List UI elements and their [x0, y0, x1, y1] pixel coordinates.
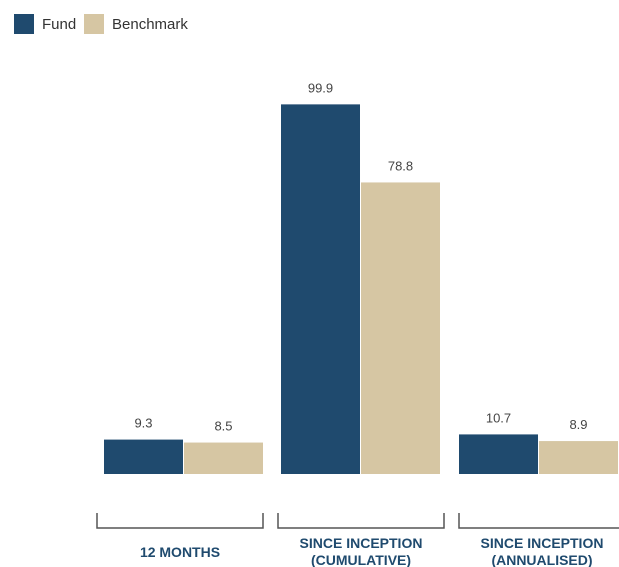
category-brackets	[96, 513, 619, 529]
category-label-0: 12 MONTHS	[140, 544, 220, 560]
bar-fund-0	[104, 439, 183, 474]
category-label-line: (CUMULATIVE)	[311, 552, 411, 567]
bars	[104, 104, 618, 475]
bar-benchmark-1	[361, 182, 440, 474]
legend-label-benchmark: Benchmark	[112, 16, 188, 33]
value-label-fund-0: 9.3	[134, 416, 152, 431]
value-label-benchmark-2: 8.9	[569, 417, 587, 432]
legend-swatch-fund	[14, 14, 34, 34]
value-label-benchmark-0: 8.5	[214, 419, 232, 434]
legend-label-fund: Fund	[42, 16, 76, 33]
category-bracket-2	[458, 513, 619, 529]
bar-benchmark-2	[539, 441, 618, 474]
value-label-fund-1: 99.9	[308, 80, 333, 95]
bar-benchmark-0	[184, 442, 263, 474]
category-bracket-1	[277, 513, 445, 529]
legend-swatch-benchmark	[84, 14, 104, 34]
category-label-line: SINCE INCEPTION	[300, 535, 423, 551]
category-label-2: SINCE INCEPTION (ANNUALISED)	[481, 535, 604, 567]
value-label-fund-2: 10.7	[486, 410, 511, 425]
category-label-line: SINCE INCEPTION	[481, 535, 604, 551]
value-label-benchmark-1: 78.8	[388, 158, 413, 173]
legend: Fund Benchmark	[14, 14, 188, 34]
category-label-line: 12 MONTHS	[140, 544, 220, 560]
bar-fund-2	[459, 434, 538, 474]
category-bracket-0	[96, 513, 264, 529]
value-labels: 9.3 99.9 10.7 8.5 78.8 8.9	[134, 80, 587, 433]
category-label-line: (ANNUALISED)	[491, 552, 592, 567]
bar-fund-1	[281, 104, 360, 475]
category-label-1: SINCE INCEPTION (CUMULATIVE)	[300, 535, 423, 567]
